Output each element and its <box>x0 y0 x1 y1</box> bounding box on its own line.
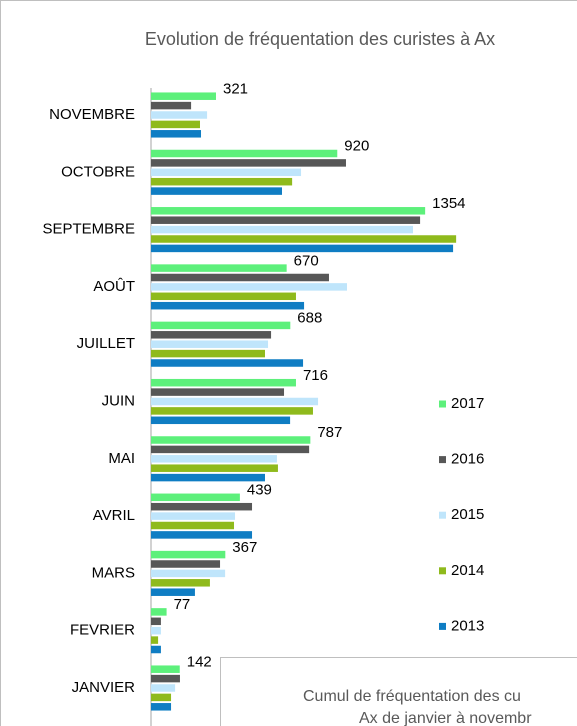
bar <box>151 340 269 348</box>
inset-frame <box>220 657 577 726</box>
data-label: 439 <box>247 482 272 499</box>
bar <box>151 244 454 253</box>
bar <box>151 502 253 511</box>
bar <box>151 579 210 587</box>
data-label: 716 <box>303 367 328 384</box>
bar <box>151 703 172 711</box>
bar <box>151 560 221 568</box>
bar <box>151 521 235 530</box>
bar <box>151 645 161 654</box>
bar <box>151 674 180 683</box>
y-tick-label: JUILLET <box>77 335 135 352</box>
legend-label: 2015 <box>451 506 484 523</box>
data-label: 920 <box>344 138 369 155</box>
bar <box>151 636 159 644</box>
bar <box>151 301 305 310</box>
bar <box>151 388 285 396</box>
legend: 2017 2016 2015 2014 2013 <box>439 395 484 634</box>
data-label: 142 <box>187 653 212 670</box>
bar <box>151 493 240 502</box>
bar <box>151 235 457 243</box>
legend-swatch <box>439 400 446 408</box>
bar <box>151 111 208 119</box>
legend-label: 2013 <box>451 617 484 634</box>
data-label: 77 <box>174 596 191 613</box>
bar <box>151 101 192 110</box>
bar <box>151 359 304 367</box>
bar <box>151 455 277 463</box>
bar <box>151 378 296 387</box>
y-tick-label: AVRIL <box>93 507 135 524</box>
bar <box>151 464 278 472</box>
bar <box>151 92 216 100</box>
bar <box>151 207 426 215</box>
bar <box>151 569 226 578</box>
data-label: 1354 <box>432 195 465 212</box>
bar <box>151 588 195 596</box>
legend-label: 2014 <box>451 562 484 579</box>
inset-title: Ax de janvier à novembr <box>359 710 532 726</box>
data-label: 688 <box>297 310 322 327</box>
bar <box>151 473 265 482</box>
bar <box>151 120 200 129</box>
bar <box>151 331 272 339</box>
y-tick-label: SEPTEMBRE <box>42 221 135 238</box>
bar <box>151 159 346 167</box>
bar <box>151 130 202 138</box>
bar <box>151 264 287 272</box>
legend-swatch <box>439 456 446 464</box>
y-tick-label: AOÛT <box>93 278 135 295</box>
bar <box>151 216 421 224</box>
bar <box>151 512 236 520</box>
bar <box>151 407 313 415</box>
bar <box>151 321 291 330</box>
data-label: 367 <box>232 539 257 556</box>
y-tick-label: MARS <box>92 564 135 581</box>
bar <box>151 187 282 195</box>
y-tick-label: FEVRIER <box>70 622 135 639</box>
bar <box>151 617 161 626</box>
bar <box>151 626 161 635</box>
legend-label: 2016 <box>451 451 484 468</box>
bar <box>151 177 293 186</box>
data-label: 670 <box>294 252 319 269</box>
legend-swatch <box>439 511 446 519</box>
y-tick-label: OCTOBRE <box>61 163 135 180</box>
y-tick-label: JUIN <box>102 392 135 409</box>
legend-swatch <box>439 567 446 575</box>
bar <box>151 445 310 454</box>
data-label: 321 <box>223 80 248 97</box>
bar <box>151 168 302 177</box>
bar <box>151 149 338 158</box>
inset-chart: Cumul de fréquentation des cu Ax de janv… <box>220 657 577 726</box>
y-tick-label: JANVIER <box>72 679 136 696</box>
bar <box>151 436 311 444</box>
bar <box>151 349 265 358</box>
bar <box>151 550 226 559</box>
y-tick-label: NOVEMBRE <box>49 106 135 123</box>
bar <box>151 283 347 291</box>
chart-title: Evolution de fréquentation des curistes … <box>145 29 495 49</box>
y-tick-label: MAI <box>108 450 135 467</box>
bars: NOVEMBRE 321 OCTOBRE 920 SEPTEMBRE 1354 AOÛT 67… <box>42 80 466 711</box>
bar <box>151 665 180 673</box>
bar <box>151 397 319 406</box>
bar <box>151 416 291 425</box>
bar <box>151 531 253 539</box>
bar <box>151 608 167 616</box>
legend-swatch <box>439 622 446 630</box>
bar <box>151 684 176 692</box>
data-label: 787 <box>317 424 342 441</box>
bar <box>151 693 172 702</box>
bar <box>151 225 413 234</box>
bar <box>151 292 296 301</box>
inset-title: Cumul de fréquentation des cu <box>303 688 521 705</box>
bar <box>151 273 329 282</box>
legend-label: 2017 <box>451 395 484 412</box>
